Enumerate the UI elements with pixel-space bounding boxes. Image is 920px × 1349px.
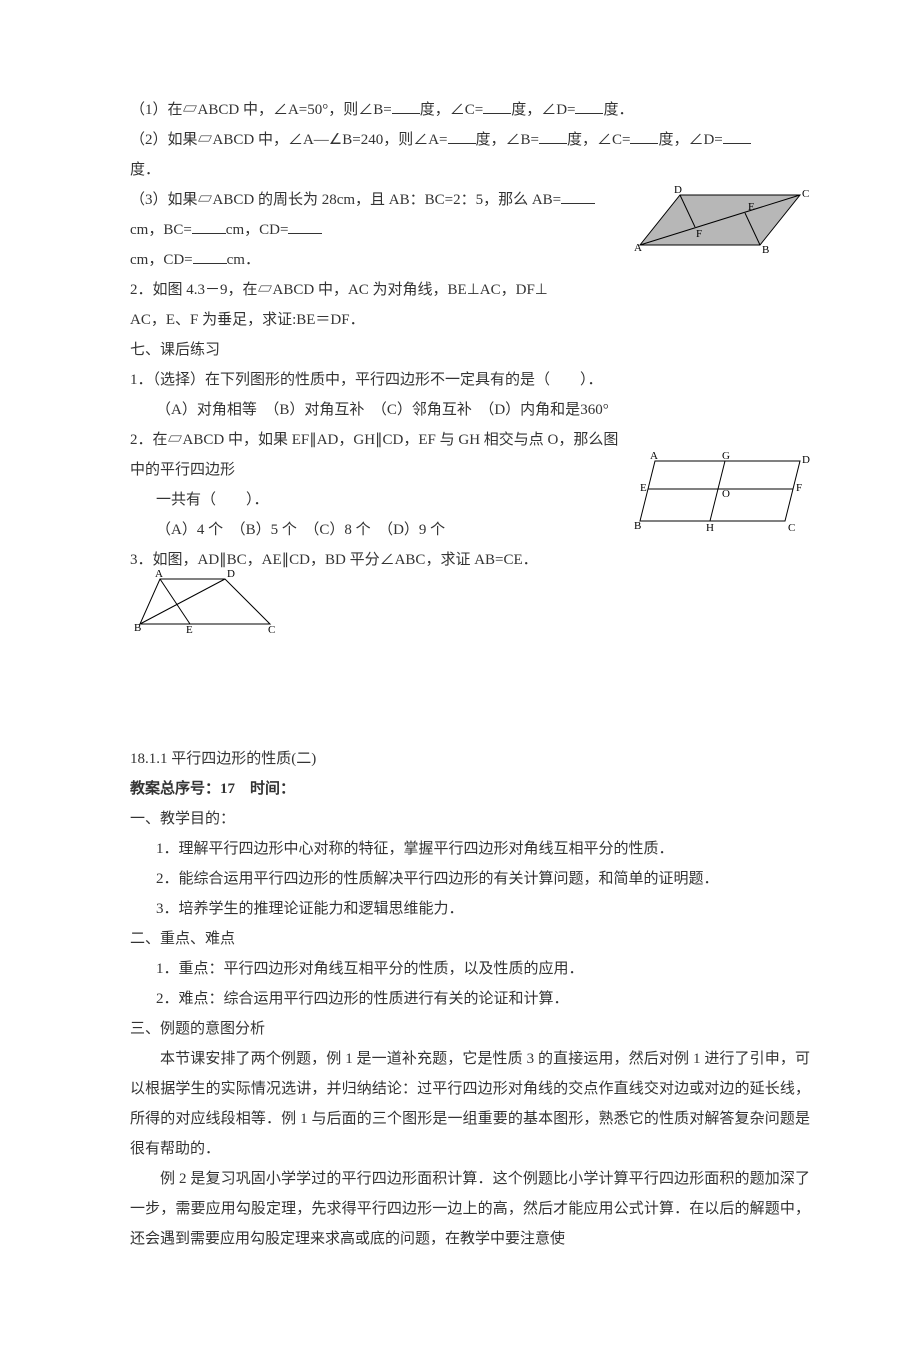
svg-text:B: B xyxy=(634,520,641,532)
sec1-head: 一、教学目的： xyxy=(130,804,810,834)
svg-text:E: E xyxy=(748,201,755,213)
svg-text:H: H xyxy=(706,522,714,534)
svg-text:F: F xyxy=(696,228,702,240)
svg-text:G: G xyxy=(722,451,730,462)
figure-1-parallelogram: A B C D E F xyxy=(630,185,810,255)
svg-text:E: E xyxy=(186,624,193,634)
ex1-opts: （A）对角相等 （B）对角互补 （C）邻角互补 （D）内角和是360° xyxy=(130,395,810,425)
parallelogram-sym: ▱ xyxy=(183,102,198,118)
q1-2-tail: 度． xyxy=(130,155,810,185)
svg-text:D: D xyxy=(227,569,235,580)
sec1-3: 3．培养学生的推理论证能力和逻辑思维能力． xyxy=(130,894,810,924)
svg-text:E: E xyxy=(640,482,647,494)
ex1: 1．（选择）在下列图形的性质中，平行四边形不一定具有的是（ ）． xyxy=(130,365,810,395)
figure-2-parallelogram-grid: A D C B E F G H O xyxy=(630,451,810,536)
svg-text:A: A xyxy=(634,242,642,254)
sec3-head: 三、例题的意图分析 xyxy=(130,1014,810,1044)
sec1-1: 1．理解平行四边形中心对称的特征，掌握平行四边形对角线互相平分的性质． xyxy=(130,834,810,864)
sec2-1: 1．重点：平行四边形对角线互相平分的性质，以及性质的应用． xyxy=(130,954,810,984)
sec2-2: 2．难点：综合运用平行四边形的性质进行有关的论证和计算． xyxy=(130,984,810,1014)
heading-7: 七、课后练习 xyxy=(130,335,810,365)
svg-text:B: B xyxy=(134,622,141,634)
svg-text:F: F xyxy=(796,482,802,494)
svg-text:O: O xyxy=(722,488,730,500)
q1-1: （1）在▱ABCD 中，∠A=50°，则∠B=度，∠C=度，∠D=度． xyxy=(130,95,810,125)
svg-text:C: C xyxy=(802,188,809,200)
svg-text:C: C xyxy=(788,522,795,534)
q1-2: （2）如果▱ABCD 中，∠A—∠B=240，则∠A=度，∠B=度，∠C=度，∠… xyxy=(130,125,810,155)
svg-text:A: A xyxy=(155,569,163,580)
sec3-p2: 例 2 是复习巩固小学学过的平行四边形面积计算．这个例题比小学计算平行四边形面积… xyxy=(130,1164,810,1254)
svg-text:A: A xyxy=(650,451,658,462)
svg-text:D: D xyxy=(802,454,810,466)
q2-line1: 2．如图 4.3－9，在▱ABCD 中，AC 为对角线，BE⊥AC，DF⊥ xyxy=(130,275,810,305)
lesson-title: 18.1.1 平行四边形的性质(二) xyxy=(130,744,810,774)
sec3-p1: 本节课安排了两个例题，例 1 是一道补充题，它是性质 3 的直接运用，然后对例 … xyxy=(130,1044,810,1164)
svg-text:C: C xyxy=(268,624,275,634)
sec1-2: 2．能综合运用平行四边形的性质解决平行四边形的有关计算问题，和简单的证明题． xyxy=(130,864,810,894)
svg-text:D: D xyxy=(674,185,682,196)
sec2-head: 二、重点、难点 xyxy=(130,924,810,954)
svg-text:B: B xyxy=(762,244,769,255)
serial-line: 教案总序号：17 时间： xyxy=(130,774,810,804)
figure-3-trapezoid: A D B E C xyxy=(130,569,280,634)
q2-line2: AC，E、F 为垂足，求证:BE＝DF． xyxy=(130,305,810,335)
